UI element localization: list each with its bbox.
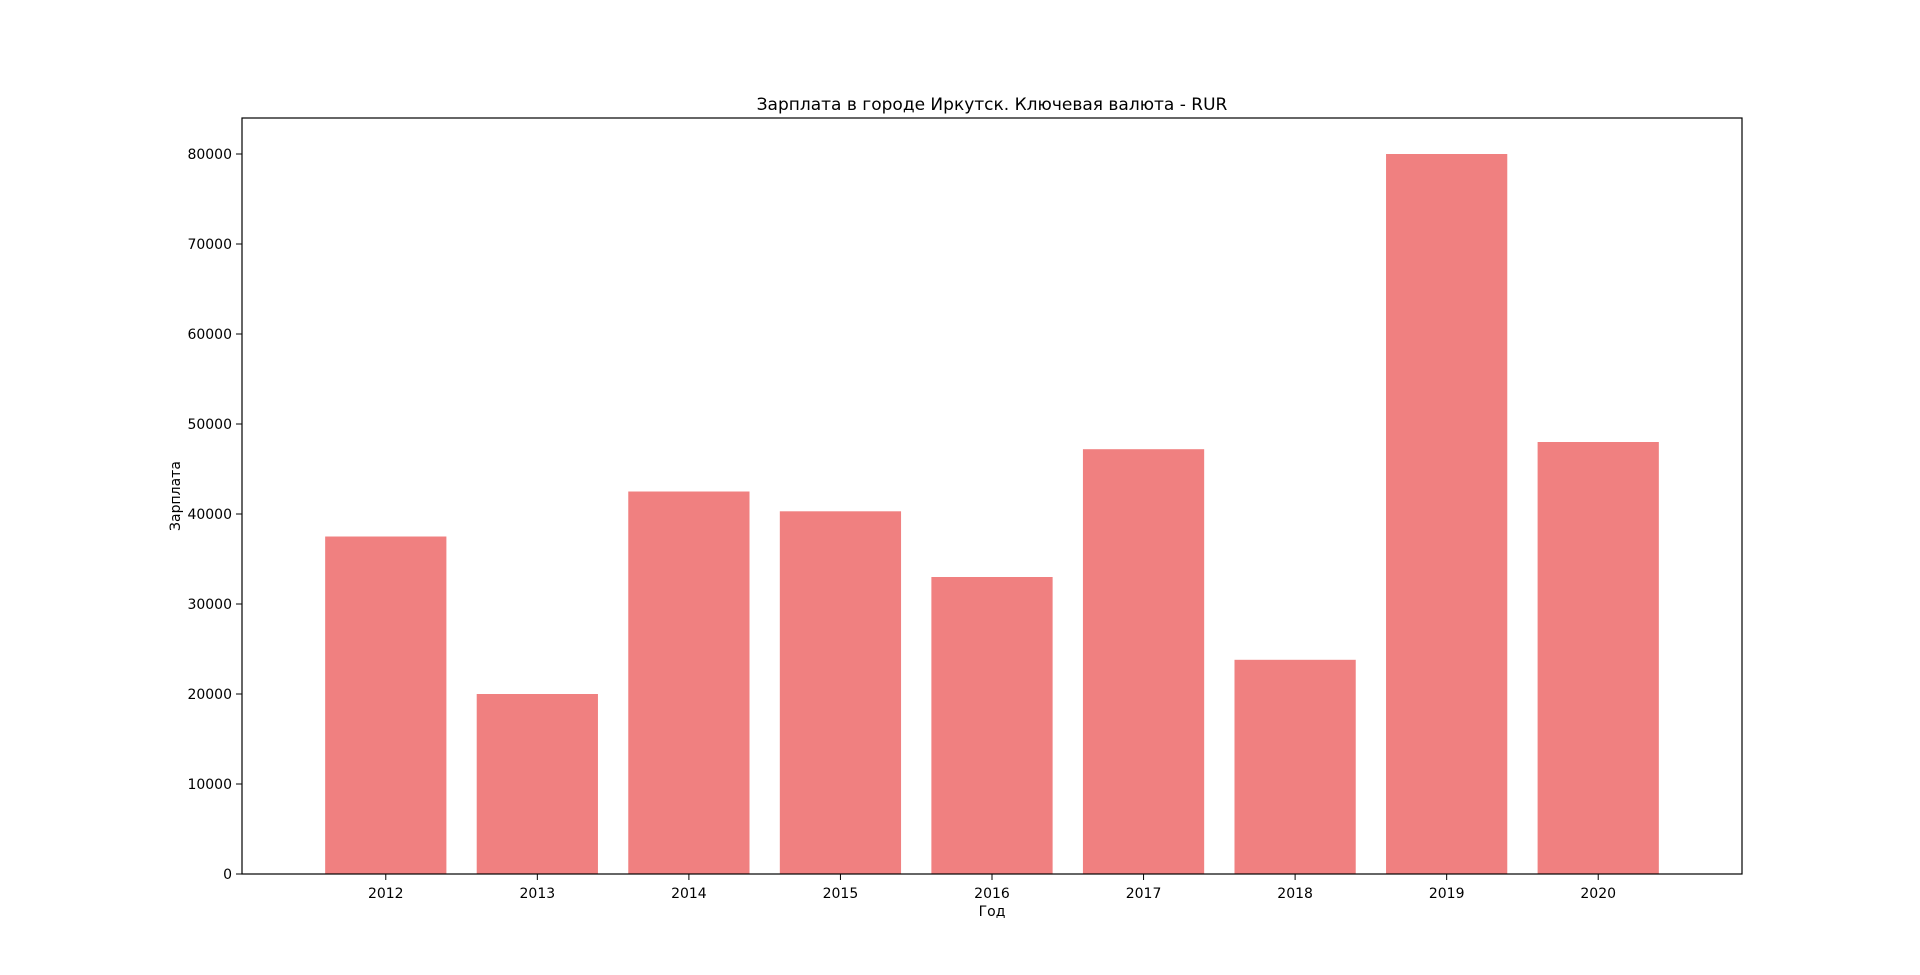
x-tick-label-2012: 2012 [368,886,404,902]
chart-title: Зарплата в городе Иркутск. Ключевая валю… [757,95,1228,115]
x-tick-label-2014: 2014 [671,886,707,902]
y-axis: 0 10000 20000 30000 40000 50000 60000 70000 8000… [187,147,242,883]
y-tick-label-10000: 10000 [187,777,232,793]
bar-2017 [1082,449,1205,874]
bar-2016 [931,577,1053,874]
y-tick-label-50000: 50000 [187,417,232,433]
y-tick-label-60000: 60000 [187,327,232,343]
y-tick-label-20000: 20000 [187,687,232,703]
y-tick-label-80000: 80000 [187,147,232,163]
x-tick-label-2015: 2015 [823,886,859,902]
y-axis-label: Зарплата [168,461,184,531]
bar-2015 [779,511,902,874]
x-axis-label: Год [979,904,1006,920]
x-tick-label-2020: 2020 [1580,886,1616,902]
y-tick-label-30000: 30000 [187,597,232,613]
x-tick-label-2018: 2018 [1277,886,1313,902]
bar-2018 [1234,659,1356,874]
y-tick-label-0: 0 [223,867,232,883]
y-tick-label-70000: 70000 [187,237,232,253]
x-tick-label-2013: 2013 [520,886,556,902]
y-tick-label-40000: 40000 [187,507,232,523]
bars-group [325,154,1659,874]
x-axis: 2012 2013 2014 2015 2016 2017 2018 2019 2020 [368,874,1616,902]
x-tick-label-2017: 2017 [1126,886,1162,902]
bar-2012 [325,536,447,874]
bar-2014 [628,491,750,874]
bar-2019 [1386,154,1508,874]
x-tick-label-2019: 2019 [1429,886,1465,902]
x-tick-label-2016: 2016 [974,886,1010,902]
bar-2020 [1537,442,1659,874]
bar-2013 [476,694,598,874]
